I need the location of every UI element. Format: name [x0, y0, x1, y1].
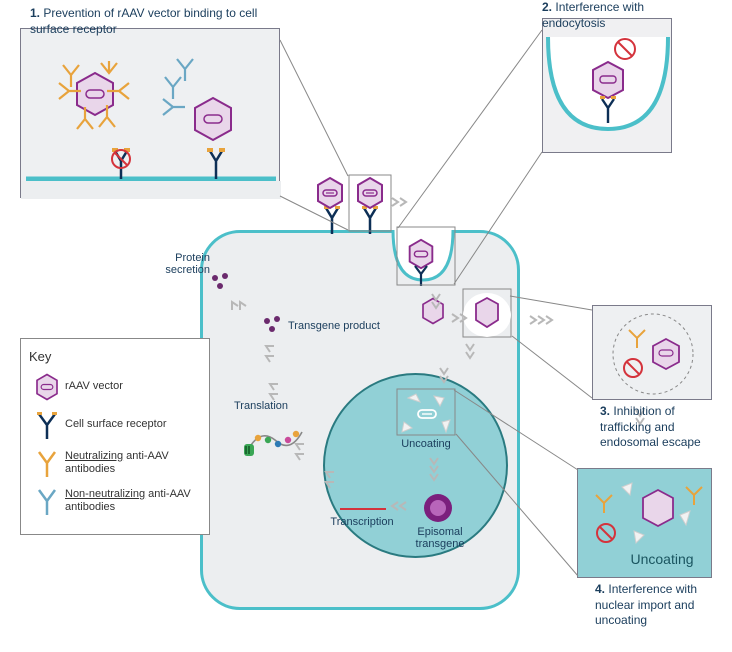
neut-antibody-icon [29, 448, 65, 478]
key-label-raav: rAAV vector [65, 380, 123, 393]
receptor-icon [29, 410, 65, 440]
key-label-nonneut: Non-neutralizing anti-AAV antibodies [65, 488, 201, 514]
key-label-receptor: Cell surface receptor [65, 418, 167, 431]
key-nonneut-pre: Non-neutralizing [65, 488, 145, 500]
key-row-receptor: Cell surface receptor [29, 410, 201, 440]
nonneut-antibody-icon [29, 486, 65, 516]
raav-icon [29, 372, 65, 402]
key-row-neut: Neutralizing anti-AAV antibodies [29, 448, 201, 478]
key-row-raav: rAAV vector [29, 372, 201, 402]
key-row-nonneut: Non-neutralizing anti-AAV antibodies [29, 486, 201, 516]
key-box: Key rAAV vector Cell surface receptor Ne… [20, 338, 210, 535]
leader-lines [0, 0, 732, 652]
key-title: Key [29, 349, 201, 364]
key-label-neut: Neutralizing anti-AAV antibodies [65, 450, 201, 476]
key-neut-pre: Neutralizing [65, 450, 123, 462]
